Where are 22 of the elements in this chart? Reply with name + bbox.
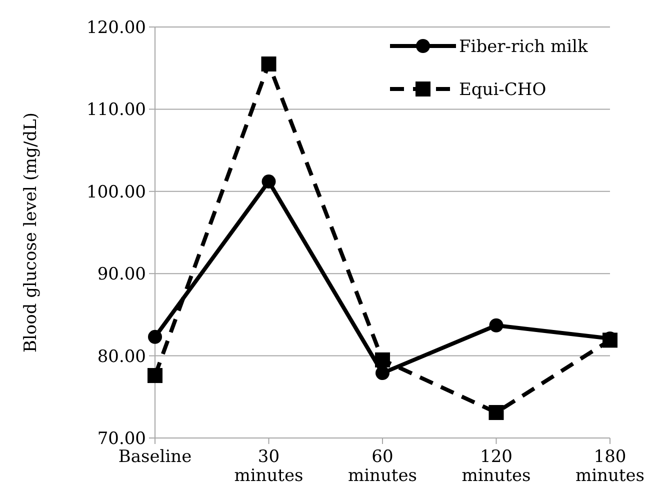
y-tick-label: 110.00 — [86, 100, 146, 120]
y-tick-label: 80.00 — [97, 346, 146, 367]
x-tick-label: 30 minutes — [234, 447, 304, 486]
x-tick-label: Baseline — [118, 447, 192, 467]
legend-label: Equi-CHO — [459, 80, 546, 100]
y-axis-title: Blood glucose level (mg/dL) — [21, 112, 41, 353]
y-tick-label: 100.00 — [86, 182, 146, 202]
y-tick-label: 70.00 — [97, 428, 146, 449]
point — [148, 330, 162, 344]
y-tick-label: 90.00 — [97, 264, 146, 285]
point — [489, 318, 504, 332]
point — [148, 368, 162, 384]
legend-label: Fiber-rich milk — [459, 36, 588, 57]
point — [261, 56, 276, 72]
point — [488, 405, 504, 420]
x-tick-label: 120 minutes — [462, 447, 531, 486]
x-tick-label: 60 minutes — [348, 447, 418, 486]
point — [375, 352, 390, 368]
point — [262, 174, 276, 189]
x-tick-label: 180 minutes — [575, 447, 645, 486]
point — [376, 366, 390, 380]
y-tick-label: 120.00 — [86, 18, 146, 38]
